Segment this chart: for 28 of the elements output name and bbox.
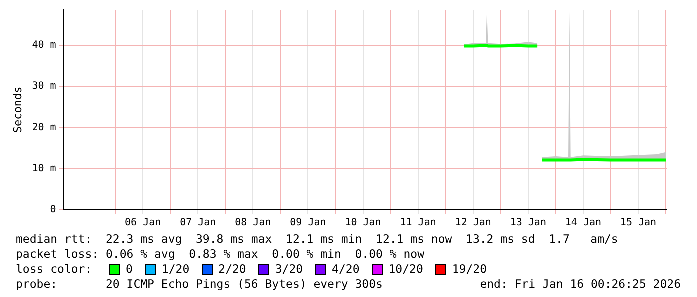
- y-axis-title: Seconds: [11, 86, 24, 134]
- legend-label: 1/20: [162, 262, 190, 277]
- legend-label: 19/20: [452, 262, 487, 277]
- legend-title: loss color:: [16, 262, 94, 277]
- x-tick-label: 09 Jan: [290, 218, 326, 229]
- legend-label: 10/20: [388, 262, 424, 277]
- y-tick-label: 40 m: [32, 40, 56, 51]
- legend-label: 0: [126, 262, 133, 277]
- x-tick-label: 14 Jan: [565, 218, 602, 229]
- text: probe: 20 ICMP Echo Pings (56 Bytes) every 300s: [16, 277, 383, 291]
- text: median rtt: 22.3 ms avg 39.8 ms max 12.1 ms min 12.1 ms now 13.2 ms sd 1.7 am/s: [16, 232, 620, 247]
- legend-label: 2/20: [218, 262, 246, 277]
- legend-label: 4/20: [332, 262, 360, 277]
- text: packet loss: 0.06 % avg 0.83 % max 0.00 % min 0.00 % now: [16, 247, 426, 262]
- x-tick-label: 12 Jan: [455, 218, 492, 229]
- x-tick-label: 06 Jan: [125, 218, 162, 229]
- text: end: Fri Jan 16 00:26:25 2026: [480, 277, 681, 292]
- x-tick-label: 07 Jan: [180, 218, 216, 229]
- legend-label: 3/20: [275, 262, 304, 277]
- y-tick-label: 0: [50, 204, 56, 216]
- y-tick-label: 30 m: [32, 81, 56, 92]
- x-tick-label: 11 Jan: [400, 218, 436, 229]
- x-tick-label: 13 Jan: [510, 218, 546, 229]
- x-tick-label: 15 Jan: [620, 218, 657, 229]
- y-tick-label: 20 m: [32, 122, 56, 134]
- x-tick-label: 08 Jan: [235, 218, 272, 229]
- y-tick-label: 10 m: [32, 163, 56, 174]
- x-tick-label: 10 Jan: [345, 218, 382, 229]
